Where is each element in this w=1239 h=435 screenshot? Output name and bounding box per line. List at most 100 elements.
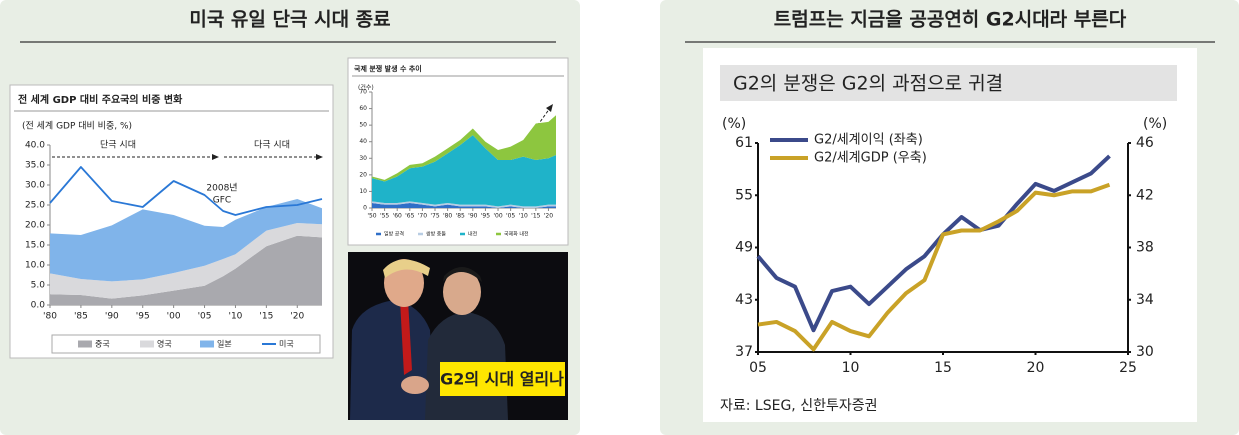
y-tick-label: 40 xyxy=(359,138,367,145)
legend-label: 쌍방 충돌 xyxy=(426,231,446,238)
legend-swatch xyxy=(200,340,214,348)
legend-label: G2/세계GDP (우축) xyxy=(814,151,927,166)
y-tick-label: 49 xyxy=(735,240,753,256)
y-tick-label: 40.0 xyxy=(25,141,45,151)
x-tick-label: '90 xyxy=(468,213,477,220)
area xyxy=(50,223,322,299)
axis-label: (건수) xyxy=(358,84,374,92)
x-tick-label: '05 xyxy=(506,213,515,220)
x-tick-label: '80 xyxy=(443,213,452,220)
x-tick-label: '20 xyxy=(290,312,304,322)
x-tick-label: '10 xyxy=(228,312,242,322)
legend-label: 미국 xyxy=(279,340,294,349)
y-tick-label: 55 xyxy=(735,187,753,203)
caption-box xyxy=(440,362,565,396)
legend-label: 내전 xyxy=(468,231,478,238)
x-tick-label: '60 xyxy=(393,213,402,220)
y-tick-label: 70 xyxy=(359,89,367,96)
area xyxy=(372,203,556,208)
x-tick-label: '00 xyxy=(167,312,181,322)
x-tick-label: 10 xyxy=(842,360,860,376)
chart-title: G2의 분쟁은 G2의 과점으로 귀결 xyxy=(733,73,1003,95)
legend-box xyxy=(51,334,321,354)
y-tick-label: 60 xyxy=(359,105,367,112)
axis-label: (%) xyxy=(722,116,746,132)
right-title: 트럼프는 지금을 공공연히 G2시대라 부른다 xyxy=(774,9,1127,31)
chart-title: 국제 분쟁 발생 수 추이 xyxy=(354,64,422,73)
y-tick-label: 37 xyxy=(735,344,753,360)
x-tick-label: '85 xyxy=(456,213,465,220)
legend-label: 일방 공격 xyxy=(384,231,404,238)
y-tick-label: 20 xyxy=(359,171,367,178)
chart-title: 전 세계 GDP 대비 주요국의 비중 변화 xyxy=(18,93,183,106)
y2-tick-label: 42 xyxy=(1136,187,1154,203)
x-tick-label: '90 xyxy=(105,312,119,322)
y2-tick-label: 34 xyxy=(1136,292,1154,308)
x-tick-label: '10 xyxy=(519,213,528,220)
x-tick-label: '70 xyxy=(418,213,427,220)
legend-swatch xyxy=(418,232,423,236)
x-tick-label: '65 xyxy=(405,213,414,220)
legend-swatch xyxy=(460,232,465,236)
y-tick-label: 50 xyxy=(359,122,367,129)
x-tick-label: '95 xyxy=(136,312,150,322)
x-tick-label: '05 xyxy=(198,312,212,322)
y-tick-label: 20.0 xyxy=(25,221,45,231)
y-tick-label: 25.0 xyxy=(25,201,45,211)
x-tick-label: 15 xyxy=(934,360,952,376)
x-tick-label: '75 xyxy=(430,213,439,220)
annotation: GFC xyxy=(213,196,231,206)
x-tick-label: 05 xyxy=(749,360,767,376)
x-tick-label: '00 xyxy=(493,213,502,220)
area xyxy=(372,115,556,182)
y-tick-label: 15.0 xyxy=(25,241,45,251)
x-tick-label: '95 xyxy=(481,213,490,220)
legend-label: 영국 xyxy=(157,339,172,349)
y2-tick-label: 30 xyxy=(1136,344,1154,360)
y-tick-label: 10 xyxy=(359,188,367,195)
y-tick-label: 35.0 xyxy=(25,161,45,171)
y-tick-label: 30.0 xyxy=(25,181,45,191)
y-tick-label: 5.0 xyxy=(31,281,46,291)
legend-label: 중국 xyxy=(95,340,110,349)
x-tick-label: '50 xyxy=(367,213,376,220)
line xyxy=(757,182,1111,352)
line xyxy=(756,154,1111,333)
source: 자료: LSEG, 신한투자증권 xyxy=(720,398,878,414)
y-tick-label: 0.0 xyxy=(31,301,46,311)
x-tick-label: '85 xyxy=(74,312,88,322)
area xyxy=(50,235,322,305)
y-tick-label: 30 xyxy=(359,155,367,162)
axis-label: (전 세계 GDP 대비 비중, %) xyxy=(22,120,132,132)
y2-tick-label: 46 xyxy=(1136,135,1154,151)
annotation: 다극 시대 xyxy=(254,140,290,151)
x-tick-label: '15 xyxy=(259,312,273,322)
y2-tick-label: 38 xyxy=(1136,240,1154,256)
legend-label: 일본 xyxy=(217,340,232,349)
x-tick-label: 25 xyxy=(1119,360,1137,376)
legend-swatch xyxy=(140,340,154,348)
x-tick-label: '15 xyxy=(531,213,540,220)
axis-label: (%) xyxy=(1143,116,1167,132)
y-tick-label: 10.0 xyxy=(25,261,45,271)
left-title: 미국 유일 단극 시대 종료 xyxy=(189,9,390,31)
x-tick-label: '55 xyxy=(380,213,389,220)
legend-label: 국제화 내전 xyxy=(504,231,529,238)
x-tick-label: '80 xyxy=(43,312,57,322)
line xyxy=(49,166,323,216)
area xyxy=(372,135,556,207)
chart-title-box xyxy=(720,65,1177,101)
area xyxy=(50,199,322,282)
arrow-heads xyxy=(212,104,553,160)
y-tick-label: 0 xyxy=(363,205,367,212)
annotation: 2008년 xyxy=(206,183,237,194)
x-tick-label: '20 xyxy=(544,213,553,220)
photo-caption: G2의 시대 열리나 xyxy=(440,370,564,389)
legend-swatch xyxy=(78,340,92,348)
y-tick-label: 61 xyxy=(735,135,753,151)
legend-swatch xyxy=(496,232,501,236)
legend-label: G2/세계이익 (좌축) xyxy=(814,133,923,148)
x-tick-label: 20 xyxy=(1027,360,1045,376)
chart-box xyxy=(703,48,1197,422)
